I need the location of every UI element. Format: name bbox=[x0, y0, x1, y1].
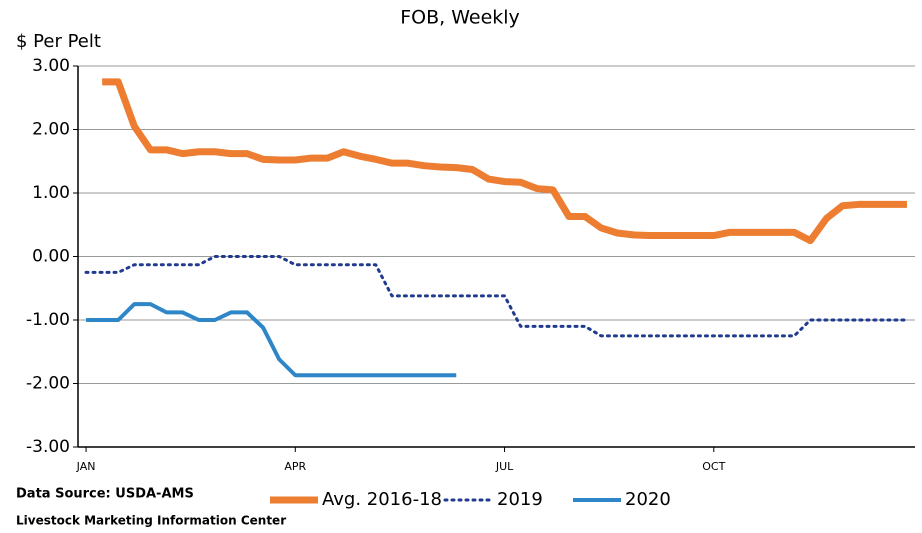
y-tick-label: 3.00 bbox=[32, 56, 70, 76]
source: Data Source: USDA-AMS bbox=[16, 487, 194, 502]
y-tick-label: 0.00 bbox=[32, 247, 70, 267]
y-tick-label: -3.00 bbox=[26, 437, 70, 457]
x-tick-label: JUL bbox=[495, 460, 514, 473]
credit: Livestock Marketing Information Center bbox=[16, 514, 286, 528]
y-tick-label: 2.00 bbox=[32, 120, 70, 140]
series-line bbox=[102, 78, 907, 245]
legend-label: 2019 bbox=[497, 489, 543, 510]
legend-label: 2020 bbox=[625, 489, 671, 510]
y-tick-label: -2.00 bbox=[26, 374, 70, 394]
x-tick-label: JAN bbox=[76, 460, 96, 473]
series-line bbox=[84, 255, 909, 338]
y-tick-label: 1.00 bbox=[32, 183, 70, 203]
y-axis-label: $ Per Pelt bbox=[16, 31, 101, 52]
y-tick-label: -1.00 bbox=[26, 310, 70, 330]
x-tick-label: APR bbox=[284, 460, 306, 473]
legend-label: Avg. 2016-18 bbox=[322, 489, 442, 510]
x-tick-label: OCT bbox=[702, 460, 725, 473]
chart-title: FOB, Weekly bbox=[400, 7, 520, 29]
series-line bbox=[86, 302, 457, 378]
